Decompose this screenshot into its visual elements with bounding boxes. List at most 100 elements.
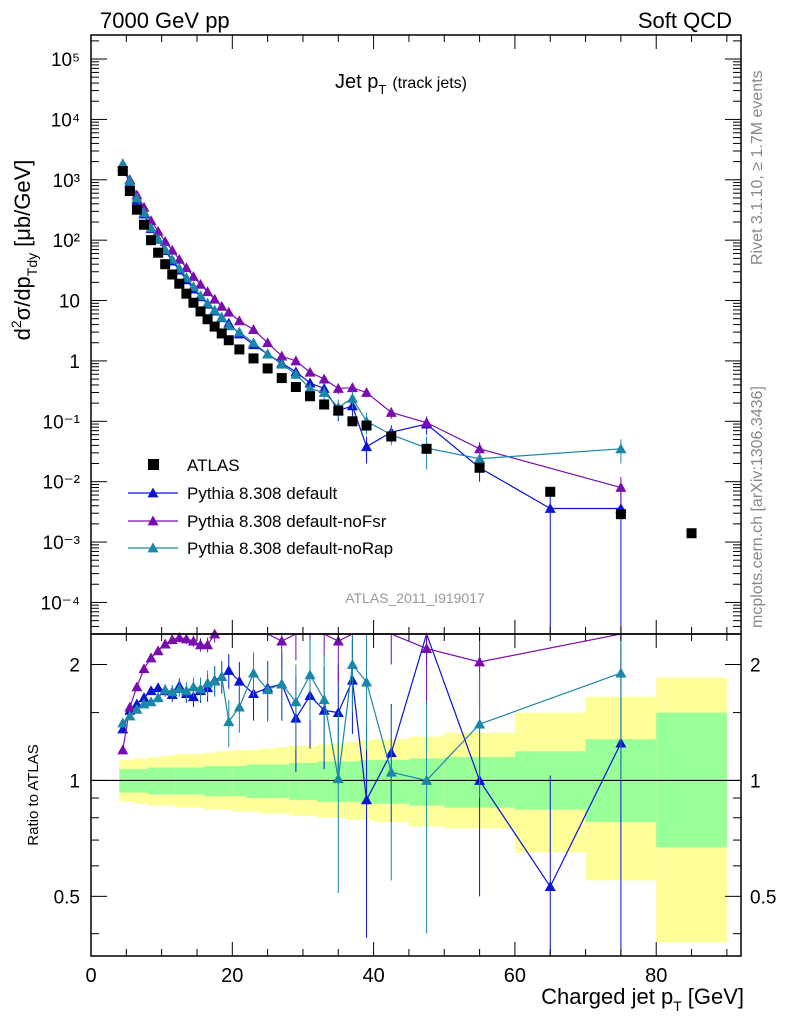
legend-label: ATLAS <box>187 456 240 475</box>
mcplots-label: mcplots.cern.ch [arXiv:1306.3436] <box>749 386 766 628</box>
inner-uncertainty-band <box>204 766 219 797</box>
ratio-point <box>124 701 136 712</box>
inner-uncertainty-band <box>260 764 275 799</box>
ratio-point <box>248 667 259 678</box>
main-point <box>262 348 274 359</box>
header-right: Soft QCD <box>638 8 732 33</box>
main-point <box>145 222 157 233</box>
main-point <box>474 443 486 454</box>
ratio-point <box>145 652 157 663</box>
main-point <box>304 382 316 393</box>
main-point <box>615 482 627 492</box>
y-tick-label: 10⁻⁴ <box>41 593 80 614</box>
ratio-point <box>385 766 397 777</box>
ratio-point <box>615 667 627 678</box>
ratio-point <box>233 675 245 686</box>
inner-uncertainty-band <box>246 764 261 799</box>
main-point <box>332 382 344 393</box>
atlas-point <box>386 431 397 442</box>
y-tick-label: 10⁻² <box>43 473 81 494</box>
ratio-point <box>421 643 433 653</box>
ratio-point <box>216 671 228 682</box>
main-point <box>276 350 288 361</box>
atlas-point <box>262 363 273 374</box>
ratio-point <box>138 692 150 703</box>
ratio-point <box>166 686 178 697</box>
legend-marker <box>147 487 159 498</box>
ratio-point <box>173 632 185 642</box>
main-point <box>276 358 288 369</box>
main-point <box>180 262 192 273</box>
atlas-point <box>276 373 287 384</box>
atlas-point <box>615 509 626 520</box>
main-point <box>346 382 358 393</box>
x-tick-label: 20 <box>221 965 243 987</box>
x-tick-label: 80 <box>645 965 667 987</box>
ratio-point <box>262 684 274 695</box>
main-point <box>159 236 171 246</box>
main-point <box>385 406 397 417</box>
analysis-label: ATLAS_2011_I919017 <box>345 590 485 606</box>
legend-marker <box>147 515 159 526</box>
atlas-point <box>124 186 135 197</box>
atlas-point <box>347 416 358 427</box>
atlas-point <box>421 443 432 454</box>
ratio-series-layer <box>117 628 627 956</box>
main-point <box>216 300 228 311</box>
main-point <box>615 443 627 454</box>
main-point <box>290 355 302 366</box>
ratio-tick-label-right: 2 <box>750 655 761 676</box>
main-point <box>544 502 556 513</box>
inner-uncertainty-band <box>345 761 360 802</box>
ratio-point <box>117 717 129 728</box>
y-tick-label: 10⁵ <box>51 50 80 71</box>
atlas-point <box>686 528 697 539</box>
ratio-point <box>290 696 302 707</box>
ratio-point <box>180 633 192 644</box>
ratio-point <box>361 794 373 805</box>
atlas-point <box>474 462 485 473</box>
ratio-point <box>159 684 171 695</box>
main-point <box>124 175 136 186</box>
ratio-point <box>421 774 433 785</box>
chart-title: Jet pT (track jets) <box>335 71 467 97</box>
ratio-point <box>361 676 373 687</box>
y-tick-label: 10² <box>53 231 80 252</box>
ratio-point <box>304 669 316 680</box>
main-point <box>152 225 164 236</box>
ratio-point <box>131 703 143 714</box>
atlas-point <box>188 297 199 308</box>
x-tick-label: 0 <box>85 965 96 987</box>
atlas-point <box>216 328 227 339</box>
main-point <box>187 271 199 281</box>
main-point <box>318 373 330 384</box>
main-point <box>361 441 373 452</box>
main-point <box>304 366 316 377</box>
ratio-tick-label-right: 1 <box>750 771 761 792</box>
main-series-line <box>122 166 622 489</box>
ratio-point <box>223 716 235 727</box>
ratio-point <box>180 685 192 696</box>
ratio-point <box>152 645 164 656</box>
atlas-point <box>234 344 245 355</box>
main-point <box>131 192 143 203</box>
rivet-label: Rivet 3.1.10, ≥ 1.7M events <box>749 70 766 265</box>
main-point <box>248 337 259 348</box>
main-point <box>209 304 221 315</box>
main-point <box>202 286 214 297</box>
main-point <box>223 320 235 331</box>
atlas-point <box>202 314 213 325</box>
y-tick-label: 10⁻³ <box>43 533 81 554</box>
x-axis-label: Charged jet pT [GeV] <box>541 984 744 1014</box>
atlas-point <box>223 335 234 346</box>
ratio-point <box>145 696 157 707</box>
ratio-point <box>276 678 288 689</box>
legend-label: Pythia 8.308 default-noFsr <box>187 512 387 531</box>
main-point <box>233 326 245 337</box>
y-tick-label: 10⁻¹ <box>43 412 81 433</box>
inner-uncertainty-band <box>218 766 233 797</box>
ratio-point <box>173 683 185 694</box>
x-tick-label: 40 <box>362 965 384 987</box>
atlas-point <box>248 353 259 364</box>
